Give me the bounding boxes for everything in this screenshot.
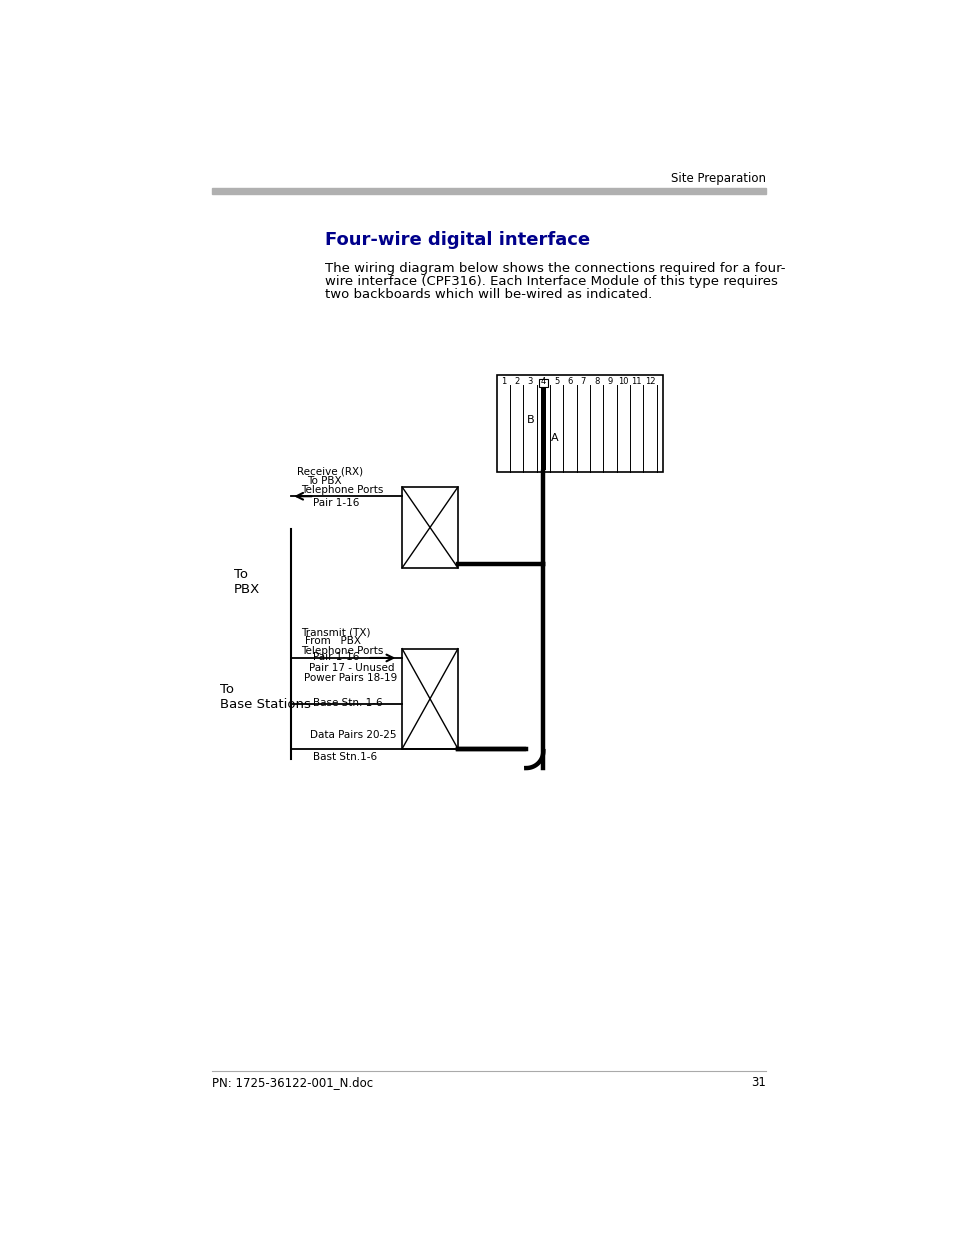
Text: 12: 12 (644, 377, 655, 385)
Bar (540, 379, 545, 471)
Text: 3: 3 (527, 377, 532, 385)
Text: To
PBX: To PBX (233, 568, 260, 595)
Text: 6: 6 (567, 377, 572, 385)
Text: Receive (RX): Receive (RX) (297, 467, 363, 477)
Text: Transmit (TX): Transmit (TX) (301, 627, 371, 637)
Text: Data Pairs 20-25: Data Pairs 20-25 (310, 730, 396, 740)
Text: 4: 4 (540, 377, 545, 385)
Text: 31: 31 (751, 1076, 765, 1089)
Text: To PBX: To PBX (307, 477, 341, 487)
Text: Site Preparation: Site Preparation (671, 172, 765, 185)
Text: Telephone Ports: Telephone Ports (300, 485, 382, 495)
Text: 9: 9 (607, 377, 612, 385)
Text: Four-wire digital interface: Four-wire digital interface (324, 231, 589, 249)
Text: PN: 1725-36122-001_N.doc: PN: 1725-36122-001_N.doc (212, 1076, 373, 1089)
Bar (402, 648, 457, 748)
Text: 2: 2 (514, 377, 518, 385)
Bar (212, 188, 765, 194)
Text: two backboards which will be-wired as indicated.: two backboards which will be-wired as in… (324, 288, 651, 301)
Text: Power Pairs 18-19: Power Pairs 18-19 (303, 673, 396, 683)
Text: 8: 8 (594, 377, 598, 385)
Text: Pair 17 - Unused: Pair 17 - Unused (309, 662, 395, 673)
Text: Base Stn. 1-6: Base Stn. 1-6 (313, 698, 382, 708)
Text: wire interface (CPF316). Each Interface Module of this type requires: wire interface (CPF316). Each Interface … (324, 275, 777, 288)
Bar (538, 379, 547, 387)
Text: B: B (526, 415, 534, 425)
Text: 11: 11 (631, 377, 641, 385)
Text: 1: 1 (500, 377, 505, 385)
Text: 5: 5 (554, 377, 558, 385)
Text: From   PBX: From PBX (305, 636, 361, 646)
Text: 10: 10 (618, 377, 628, 385)
Bar (497, 375, 662, 472)
Text: 7: 7 (580, 377, 585, 385)
Text: Pair 1-16: Pair 1-16 (313, 652, 359, 662)
Text: To
Base Stations: To Base Stations (220, 683, 311, 711)
Text: The wiring diagram below shows the connections required for a four-: The wiring diagram below shows the conne… (324, 262, 784, 275)
Text: Telephone Ports: Telephone Ports (300, 646, 382, 656)
Text: Bast Stn.1-6: Bast Stn.1-6 (313, 752, 376, 762)
Text: A: A (550, 433, 558, 443)
Text: Pair 1-16: Pair 1-16 (313, 498, 359, 508)
Bar (402, 487, 457, 568)
